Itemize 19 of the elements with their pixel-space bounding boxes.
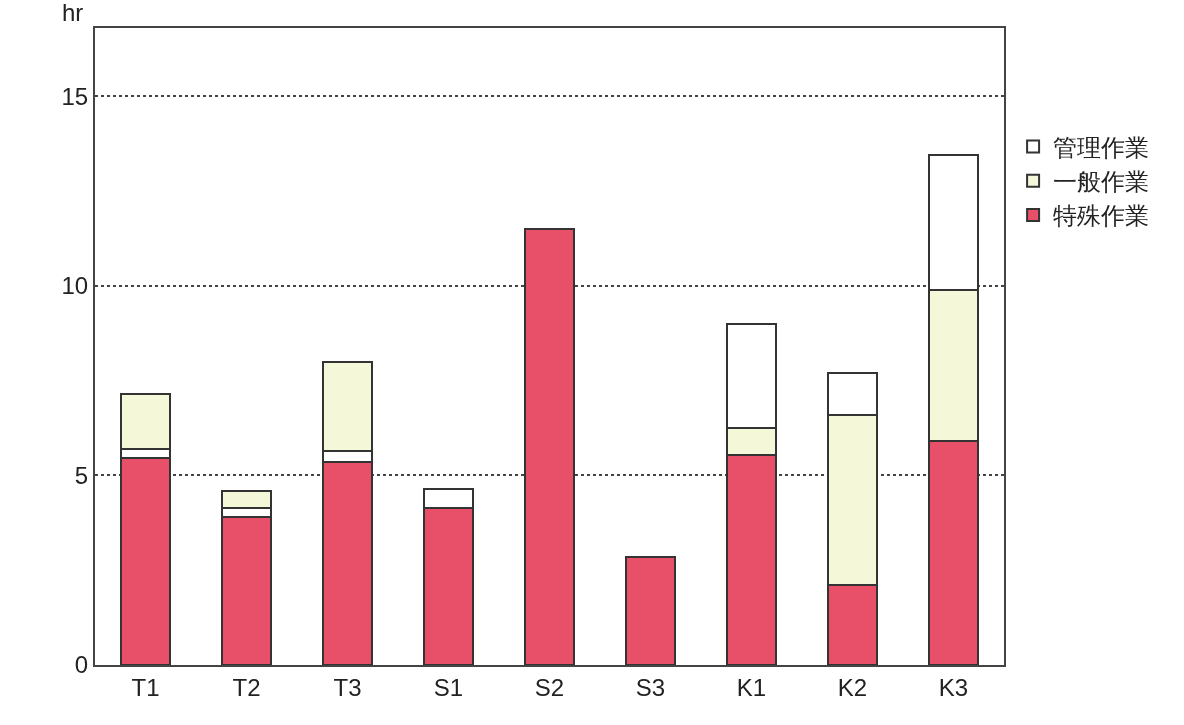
bar <box>625 555 676 665</box>
legend-label: 一般作業 <box>1053 168 1150 196</box>
y-tick-label: 0 <box>74 651 89 679</box>
x-tick-label: T3 <box>333 673 362 701</box>
x-tick-label: T1 <box>131 673 160 701</box>
y-tick-label: 15 <box>61 82 89 110</box>
x-tick-label: S3 <box>635 673 666 701</box>
x-tick-label: K1 <box>736 673 767 701</box>
x-tick-label: S1 <box>433 673 464 701</box>
x-tick-label: K3 <box>938 673 969 701</box>
x-tick-label: T2 <box>232 673 261 701</box>
bar <box>524 227 575 665</box>
y-tick-label: 10 <box>61 272 89 300</box>
legend-label: 管理作業 <box>1053 133 1150 161</box>
legend-label: 特殊作業 <box>1053 202 1150 230</box>
y-tick-label: 5 <box>74 461 89 489</box>
x-tick-label: S2 <box>534 673 565 701</box>
x-tick-label: K2 <box>837 673 868 701</box>
y-axis-title: hr <box>62 0 84 26</box>
